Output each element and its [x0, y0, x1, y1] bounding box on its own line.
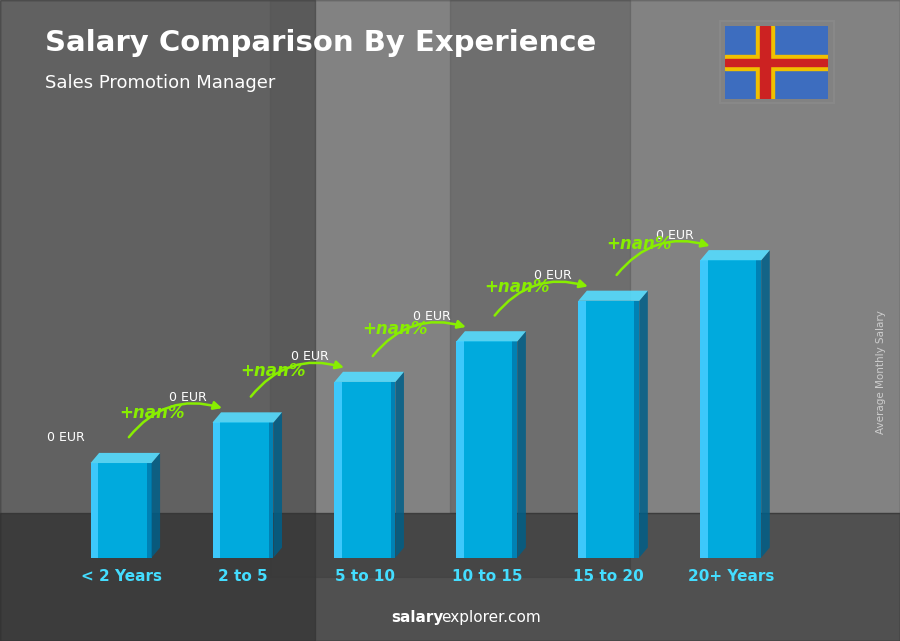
Bar [756, 260, 761, 558]
Text: 0 EUR: 0 EUR [412, 310, 450, 323]
Bar [579, 301, 639, 558]
Polygon shape [761, 250, 770, 558]
Polygon shape [518, 331, 526, 558]
Text: +nan%: +nan% [119, 404, 184, 422]
Bar [634, 301, 639, 558]
Bar [579, 301, 586, 558]
Bar [147, 463, 151, 558]
Polygon shape [151, 453, 160, 558]
Polygon shape [456, 331, 526, 342]
Text: Average Monthly Salary: Average Monthly Salary [877, 310, 886, 434]
Text: 0 EUR: 0 EUR [656, 229, 694, 242]
Text: 0 EUR: 0 EUR [291, 351, 328, 363]
Polygon shape [700, 250, 770, 260]
Bar [456, 342, 518, 558]
Polygon shape [639, 290, 648, 558]
Polygon shape [274, 412, 282, 558]
Text: +nan%: +nan% [484, 278, 550, 296]
Bar [391, 382, 395, 558]
Bar [335, 382, 395, 558]
Bar [512, 342, 517, 558]
Text: +nan%: +nan% [240, 362, 306, 380]
Bar [724, 59, 828, 66]
Text: +nan%: +nan% [363, 320, 428, 338]
Bar [91, 463, 98, 558]
Text: Sales Promotion Manager: Sales Promotion Manager [45, 74, 275, 92]
Text: 0 EUR: 0 EUR [47, 431, 85, 444]
Bar [456, 342, 464, 558]
Text: explorer.com: explorer.com [441, 610, 541, 625]
Bar [268, 422, 274, 558]
Bar [760, 26, 770, 99]
Bar [212, 422, 274, 558]
Bar [700, 260, 761, 558]
Text: salary: salary [392, 610, 444, 625]
Text: Salary Comparison By Experience: Salary Comparison By Experience [45, 29, 596, 57]
Bar [212, 422, 220, 558]
Text: +nan%: +nan% [607, 235, 672, 253]
Bar [724, 55, 828, 70]
Polygon shape [91, 453, 160, 463]
Bar [335, 382, 342, 558]
Bar [755, 26, 774, 99]
Bar [91, 463, 151, 558]
Polygon shape [395, 372, 404, 558]
Polygon shape [579, 290, 648, 301]
Bar [450, 0, 900, 513]
Bar [0, 0, 315, 641]
Text: 0 EUR: 0 EUR [168, 391, 206, 404]
Polygon shape [212, 412, 282, 422]
Polygon shape [335, 372, 404, 382]
Bar [0, 513, 900, 641]
Text: 0 EUR: 0 EUR [535, 269, 572, 282]
Bar [270, 0, 630, 577]
Bar [700, 260, 707, 558]
